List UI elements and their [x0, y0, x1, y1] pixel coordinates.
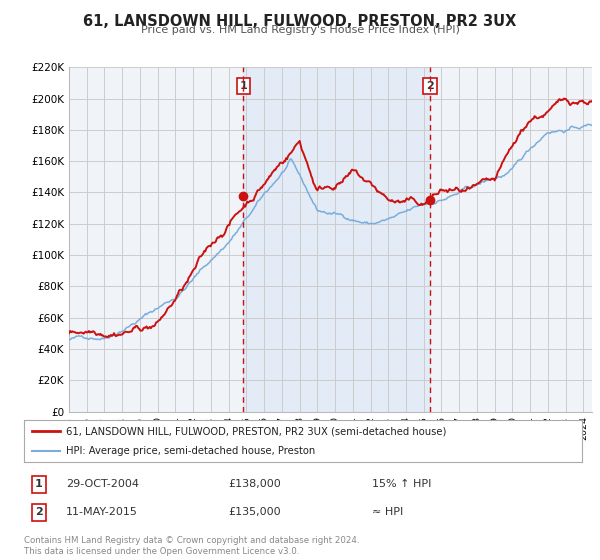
Text: £135,000: £135,000: [228, 507, 281, 517]
Bar: [244, 67, 430, 412]
Text: HPI: Average price, semi-detached house, Preston: HPI: Average price, semi-detached house,…: [66, 446, 315, 456]
Text: 15% ↑ HPI: 15% ↑ HPI: [372, 479, 431, 489]
Text: 2: 2: [35, 507, 43, 517]
Text: Contains HM Land Registry data © Crown copyright and database right 2024.
This d: Contains HM Land Registry data © Crown c…: [24, 536, 359, 556]
Text: 1: 1: [239, 81, 247, 91]
Text: 61, LANSDOWN HILL, FULWOOD, PRESTON, PR2 3UX (semi-detached house): 61, LANSDOWN HILL, FULWOOD, PRESTON, PR2…: [66, 426, 446, 436]
Text: 29-OCT-2004: 29-OCT-2004: [66, 479, 139, 489]
Text: Price paid vs. HM Land Registry's House Price Index (HPI): Price paid vs. HM Land Registry's House …: [140, 25, 460, 35]
Text: 2: 2: [426, 81, 434, 91]
Text: £138,000: £138,000: [228, 479, 281, 489]
Text: 61, LANSDOWN HILL, FULWOOD, PRESTON, PR2 3UX: 61, LANSDOWN HILL, FULWOOD, PRESTON, PR2…: [83, 14, 517, 29]
Text: ≈ HPI: ≈ HPI: [372, 507, 403, 517]
Text: 1: 1: [35, 479, 43, 489]
Text: 11-MAY-2015: 11-MAY-2015: [66, 507, 138, 517]
